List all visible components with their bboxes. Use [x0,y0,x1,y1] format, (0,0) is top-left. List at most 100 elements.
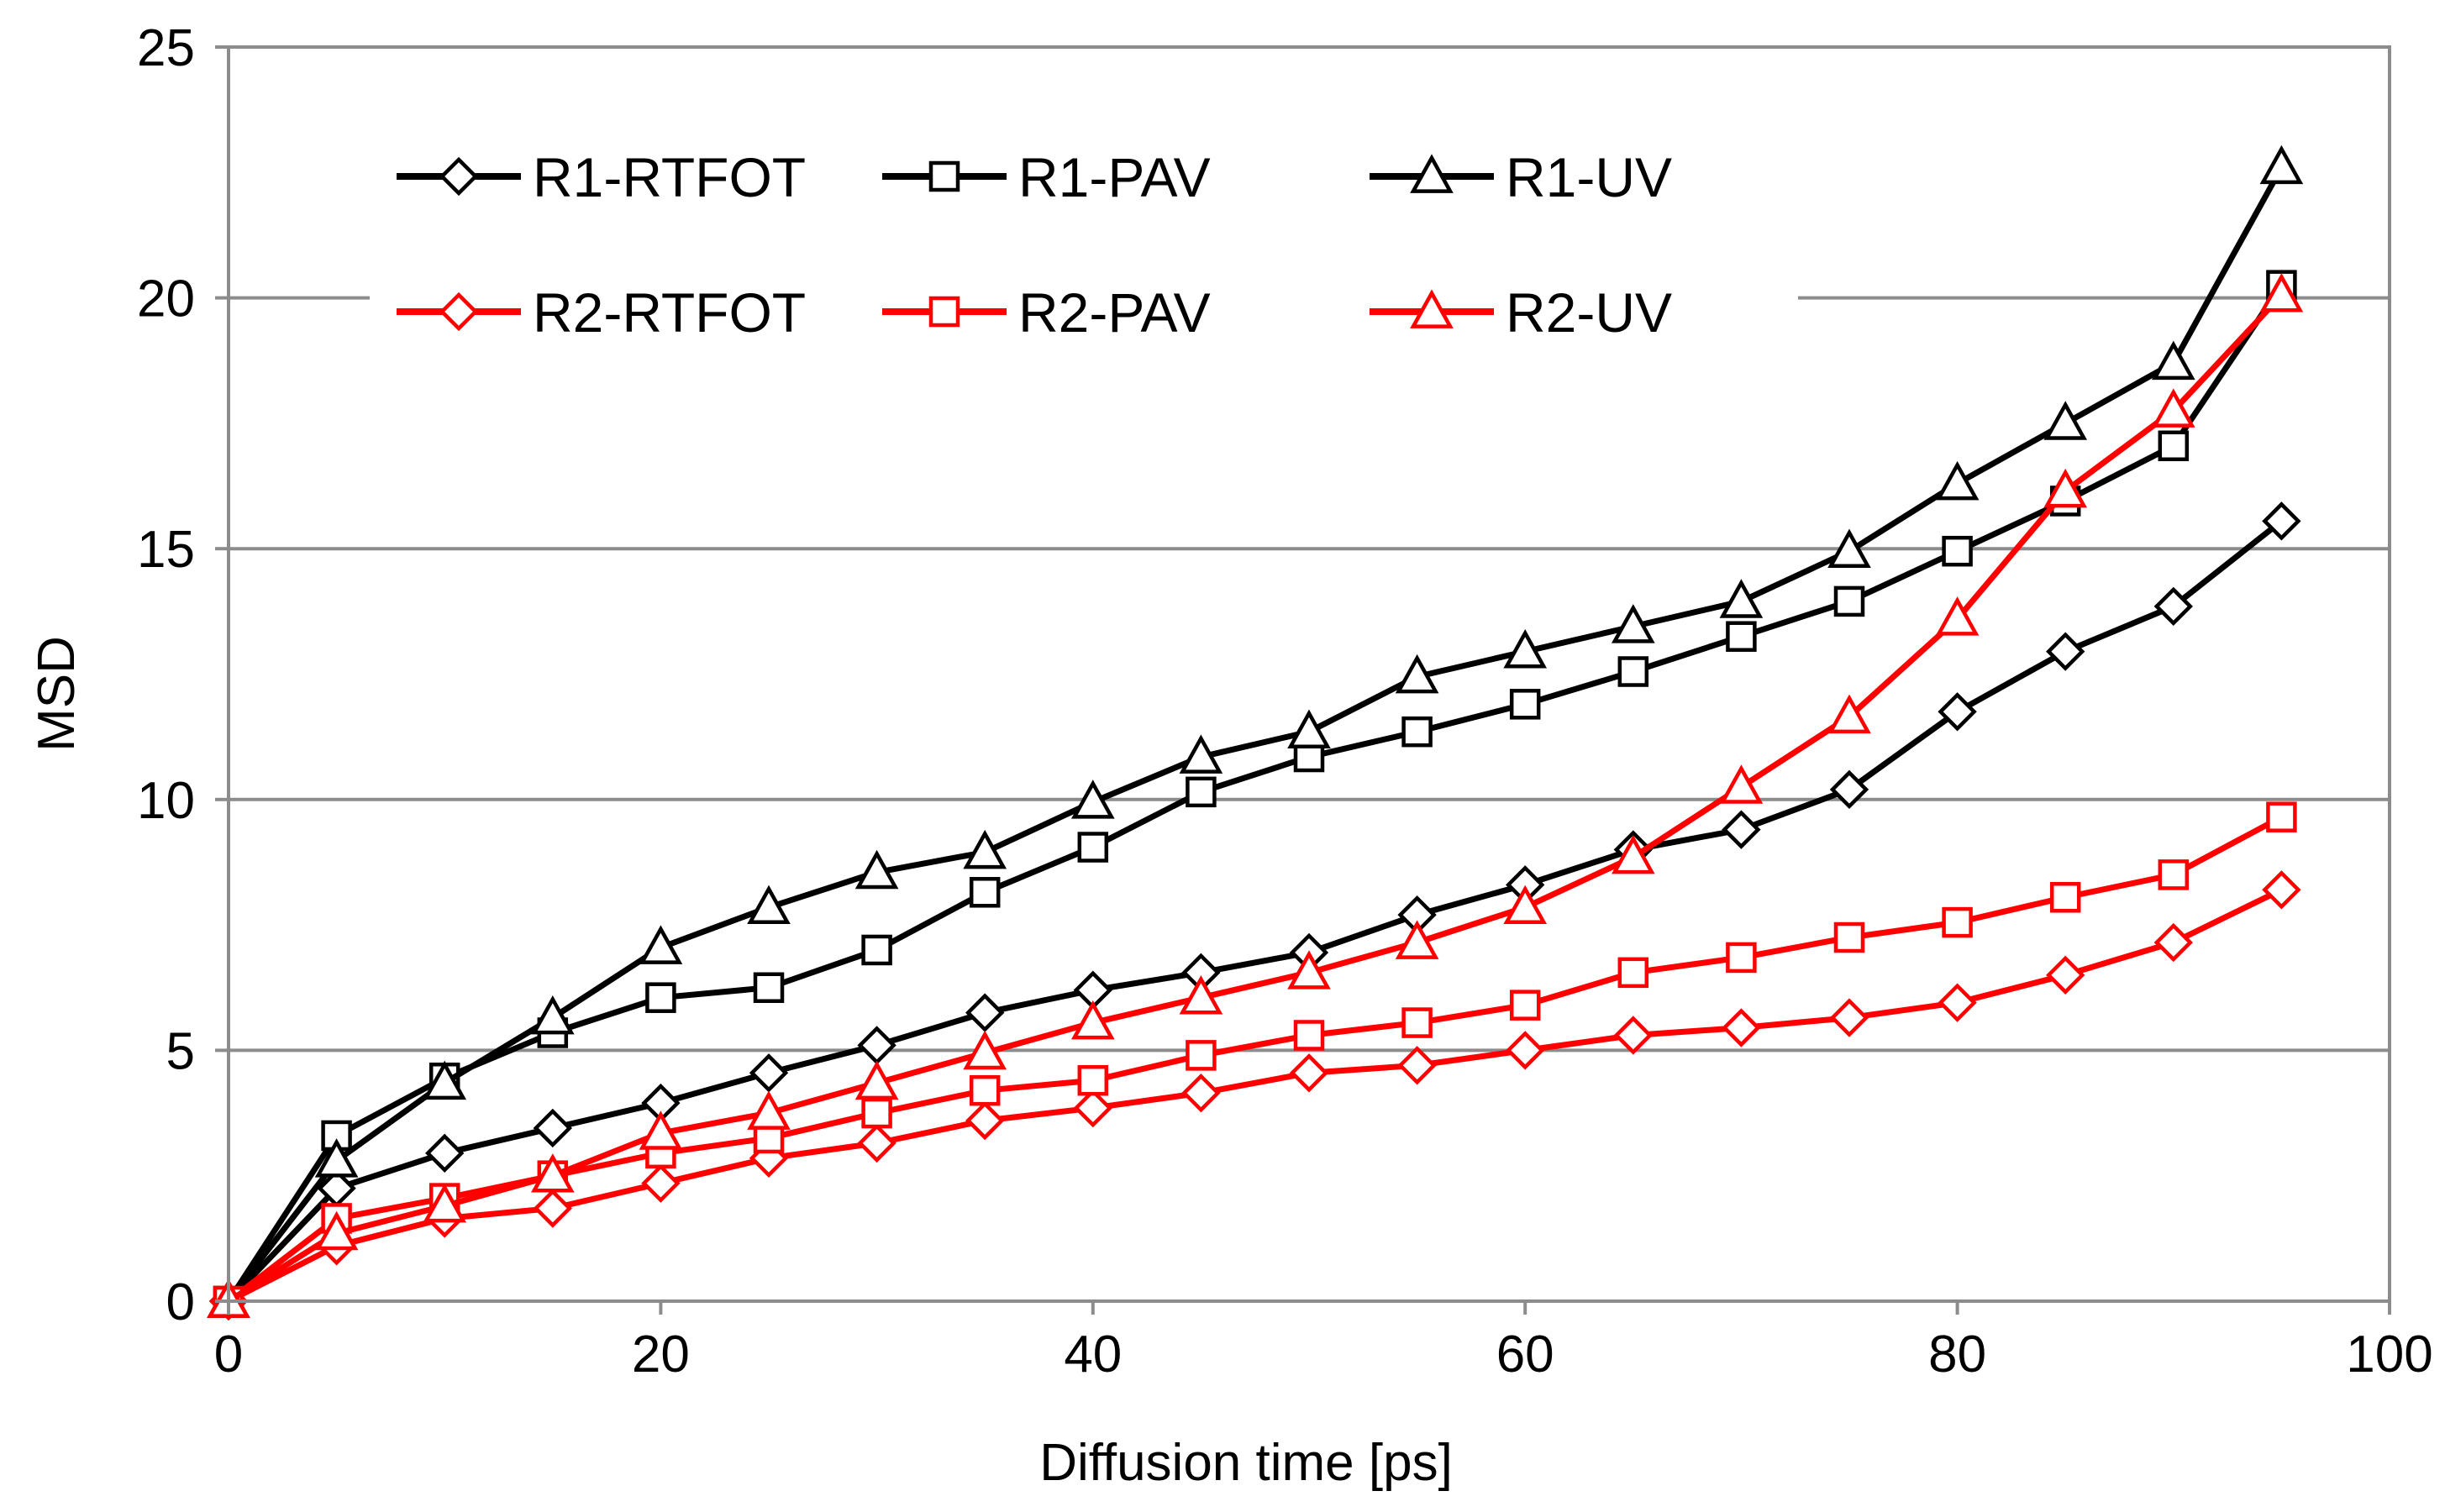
x-tick-label-60: 60 [1496,1326,1554,1383]
point-R2-UV-50 [1287,950,1331,990]
point-R2-PAV-90 [2158,859,2190,890]
point-R1-UV-80 [1935,460,1980,501]
point-R1-PAV-90 [2158,430,2190,462]
point-R2-RTFOT-75 [1829,998,1869,1037]
point-R2-UV-55 [1395,920,1439,959]
point-R1-PAV-25 [753,972,785,1003]
legend-item-R1-RTFOT: R1-RTFOT [397,146,806,208]
point-R1-UV-60 [1503,628,1548,669]
legend-marker-R2-RTFOT [439,291,479,332]
point-R1-PAV-40 [1077,832,1109,863]
legend-label-R2-RTFOT: R2-RTFOT [533,281,806,344]
series-R2-PAV [213,801,2297,1317]
y-tick-label-25: 25 [137,19,195,77]
point-R1-PAV-60 [1509,689,1541,720]
point-R1-UV-30 [854,849,899,890]
line-R2-RTFOT [227,887,2283,1305]
point-R1-UV-85 [2043,401,2088,440]
point-R1-UV-15 [530,995,575,1035]
legend-item-R2-PAV: R2-PAV [882,281,1211,344]
point-R1-RTFOT-70 [1722,810,1761,849]
x-axis-title: Diffusion time [ps] [1039,1434,1453,1492]
point-R2-PAV-30 [861,1097,892,1129]
point-R1-PAV-55 [1401,716,1433,748]
point-R1-UV-10 [423,1060,467,1100]
point-R2-RTFOT-55 [1397,1046,1437,1085]
point-R1-PAV-75 [1833,585,1865,617]
point-R1-RTFOT-90 [2153,586,2193,627]
point-R1-RTFOT-25 [749,1053,789,1093]
series-group [207,144,2304,1321]
legend-background [370,265,1798,349]
point-R2-PAV-95 [2266,801,2297,832]
x-tick-label-0: 0 [214,1326,243,1383]
point-R1-RTFOT-95 [2262,501,2301,541]
point-R1-UV-50 [1287,709,1331,749]
legend-marker-R1-UV [1410,154,1454,193]
point-R2-UV-35 [963,1030,1007,1070]
point-R2-RTFOT-45 [1181,1073,1221,1113]
y-tick-label-10: 10 [137,772,195,830]
point-R2-RTFOT-15 [533,1189,572,1228]
point-R1-UV-90 [2151,340,2195,381]
point-R2-UV-10 [423,1183,467,1223]
point-R2-PAV-80 [1942,906,1973,938]
y-tick-label-0: 0 [166,1273,195,1331]
point-R2-UV-80 [1935,596,1980,636]
point-R2-UV-70 [1719,764,1764,804]
legend-marker-R2-PAV [928,296,960,328]
x-tick-label-20: 20 [632,1326,690,1383]
point-R2-RTFOT-85 [2046,955,2085,995]
point-R2-PAV-60 [1509,990,1541,1021]
point-R2-PAV-50 [1293,1020,1325,1051]
point-R2-RTFOT-50 [1289,1053,1329,1093]
legend-label-R2-PAV: R2-PAV [1018,281,1211,344]
point-R1-PAV-65 [1617,656,1649,687]
line-R1-RTFOT [226,518,2284,1304]
legend-marker-R1-RTFOT [439,156,479,197]
point-R1-UV-25 [747,885,791,925]
point-R1-UV-75 [1827,528,1871,569]
y-tick-label-15: 15 [137,521,195,579]
line-R1-PAV [226,283,2285,1303]
point-R1-UV-55 [1395,654,1439,694]
point-R1-UV-35 [963,829,1007,869]
point-R1-UV-70 [1719,579,1764,618]
legend-item-R2-UV: R2-UV [1370,281,1672,344]
y-tick-label-20: 20 [137,270,195,328]
point-R2-PAV-45 [1186,1040,1217,1071]
x-tick-label-100: 100 [2346,1326,2432,1383]
point-R2-UV-65 [1611,834,1655,874]
legend-label-R1-RTFOT: R1-RTFOT [533,146,806,208]
point-R2-UV-95 [2259,272,2304,312]
series-R2-UV [207,272,2304,1318]
y-axis-title: MSD [28,636,86,752]
point-R1-PAV-30 [861,934,892,966]
point-R2-UV-20 [639,1110,683,1150]
legend-item-R1-PAV: R1-PAV [882,146,1211,208]
point-R2-UV-40 [1070,1000,1115,1040]
point-R1-PAV-45 [1186,776,1217,808]
point-R2-UV-90 [2151,388,2195,428]
point-R1-UV-20 [639,925,683,964]
point-R2-RTFOT-65 [1613,1016,1653,1055]
axes: 0 5 10 15 20 25 0 20 40 60 80 100 [137,19,2433,1383]
plot-frame [227,45,2391,1303]
point-R2-UV-25 [747,1090,791,1130]
legend-item-R1-UV: R1-UV [1370,146,1672,208]
point-R2-PAV-85 [2049,882,2081,913]
point-R1-RTFOT-80 [1938,692,1977,732]
y-tick-label-5: 5 [166,1022,195,1080]
legend-item-R2-RTFOT: R2-RTFOT [397,281,806,344]
point-R1-UV-5 [314,1138,359,1178]
legend-label-R2-UV: R2-UV [1506,281,1672,344]
point-R2-PAV-55 [1401,1007,1433,1038]
point-R2-RTFOT-35 [965,1100,1005,1141]
point-R2-RTFOT-30 [857,1123,896,1163]
legend-marker-R1-PAV [928,160,960,192]
point-R2-UV-75 [1827,694,1871,734]
point-R2-PAV-65 [1617,957,1649,989]
point-R2-UV-5 [314,1210,359,1251]
point-R2-UV-85 [2043,468,2088,508]
